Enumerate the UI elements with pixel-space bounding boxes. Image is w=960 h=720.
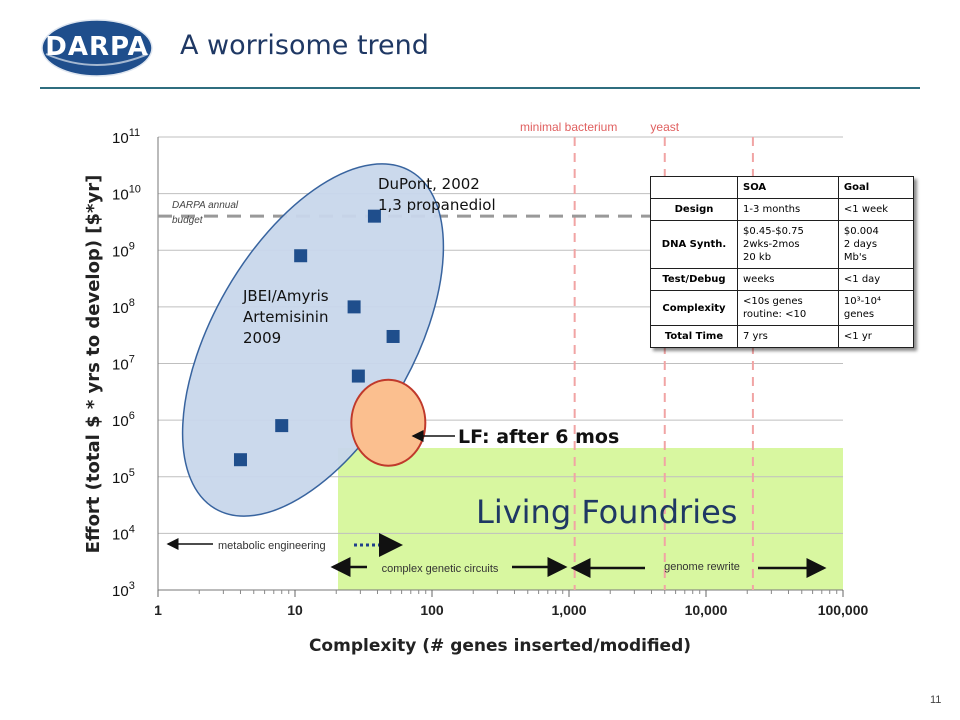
table-header-goal: Goal	[837, 176, 915, 199]
row-label: Test/Debug	[650, 268, 738, 291]
soa-value: weeks	[737, 268, 839, 291]
jbei-label: Artemisinin	[243, 308, 328, 326]
soa-value: 7 yrs	[737, 325, 839, 348]
y-tick-label: 105	[112, 467, 135, 487]
data-point	[275, 419, 289, 433]
goal-value: <1 week	[837, 198, 915, 221]
table-row: Complexity <10s genes routine: <10 10³-1…	[650, 290, 915, 326]
y-tick-base: 10	[112, 300, 129, 317]
metabolic-range-label: metabolic engineering	[218, 540, 326, 552]
soa-value: 1-3 months	[737, 198, 839, 221]
y-tick-label: 103	[112, 580, 135, 600]
x-tick-label: 1,000	[551, 602, 586, 618]
data-point	[294, 249, 308, 263]
dupont-label: DuPont, 2002	[378, 175, 480, 193]
table-row: Total Time 7 yrs <1 yr	[650, 325, 915, 348]
logo-text: DARPA	[45, 32, 149, 62]
table-header-soa: SOA	[737, 176, 839, 199]
jbei-label: JBEI/Amyris	[242, 287, 329, 305]
y-tick-label: 1011	[112, 127, 140, 147]
lf-highlight-label: LF: after 6 mos	[458, 426, 619, 448]
lf-highlight-point	[350, 378, 427, 467]
y-tick-base: 10	[112, 583, 129, 600]
x-tick-label: 10	[287, 602, 303, 618]
soa-value: $0.45-$0.75 2wks-2mos 20 kb	[737, 220, 839, 269]
y-tick-exponent: 11	[129, 127, 140, 139]
y-tick-label: 106	[112, 410, 135, 430]
living-foundries-zone	[338, 448, 843, 590]
darpa-logo	[41, 19, 153, 77]
circuits-range-label: complex genetic circuits	[382, 563, 499, 575]
table-header-blank	[650, 176, 738, 199]
goal-value: 10³-10⁴ genes	[837, 290, 915, 326]
x-tick-label: 10,000	[685, 602, 728, 618]
data-point	[347, 300, 361, 314]
budget-label: budget	[172, 215, 204, 226]
soa-goal-table: SOA Goal Design 1-3 months <1 week DNA S…	[650, 176, 915, 348]
dupont-label: 1,3 propanediol	[378, 196, 496, 214]
data-point	[233, 453, 247, 467]
page-number: 11	[930, 694, 942, 706]
x-tick-label: 1	[154, 602, 162, 618]
row-label: DNA Synth.	[650, 220, 738, 269]
y-tick-exponent: 3	[129, 580, 135, 592]
title-divider	[40, 87, 920, 89]
row-label: Total Time	[650, 325, 738, 348]
y-tick-label: 109	[112, 240, 135, 260]
y-tick-base: 10	[112, 243, 129, 260]
jbei-label: 2009	[243, 329, 281, 347]
y-tick-label: 1010	[112, 184, 141, 204]
goal-value: <1 yr	[837, 325, 915, 348]
reference-line-label: minimal bacterium	[520, 120, 617, 134]
row-label: Design	[650, 198, 738, 221]
table-row: Design 1-3 months <1 week	[650, 198, 915, 221]
goal-value: <1 day	[837, 268, 915, 291]
y-tick-exponent: 10	[129, 184, 141, 196]
y-tick-exponent: 7	[129, 354, 135, 366]
data-point	[351, 369, 365, 383]
living-foundries-label: Living Foundries	[476, 493, 738, 531]
data-point	[386, 329, 400, 343]
x-tick-label: 100	[420, 602, 444, 618]
data-point	[367, 209, 381, 223]
x-axis-label: Complexity (# genes inserted/modified)	[309, 636, 691, 656]
y-tick-label: 107	[112, 354, 135, 374]
table-row: Test/Debug weeks <1 day	[650, 268, 915, 291]
y-tick-exponent: 4	[129, 523, 135, 535]
y-tick-base: 10	[112, 413, 129, 430]
budget-label: DARPA annual	[172, 200, 239, 211]
y-tick-base: 10	[112, 357, 129, 374]
y-tick-base: 10	[112, 526, 129, 543]
y-tick-label: 108	[112, 297, 135, 317]
y-tick-base: 10	[112, 130, 129, 147]
y-tick-exponent: 8	[129, 297, 135, 309]
y-tick-base: 10	[112, 470, 129, 487]
y-tick-exponent: 9	[129, 240, 135, 252]
soa-value: <10s genes routine: <10	[737, 290, 839, 326]
goal-value: $0.004 2 days Mb's	[837, 220, 915, 269]
genome-range-label: genome rewrite	[664, 561, 740, 573]
y-tick-label: 104	[112, 523, 135, 543]
slide-title: A worrisome trend	[180, 30, 429, 61]
x-tick-label: 100,000	[818, 602, 869, 618]
y-tick-exponent: 6	[129, 410, 135, 422]
row-label: Complexity	[650, 290, 738, 326]
y-tick-base: 10	[112, 187, 129, 204]
table-header-row: SOA Goal	[650, 176, 915, 199]
table-row: DNA Synth. $0.45-$0.75 2wks-2mos 20 kb $…	[650, 220, 915, 269]
reference-line-label: yeast	[650, 120, 679, 134]
y-axis-label: Effort (total $ * yrs to develop) [$*yr]	[83, 175, 104, 554]
y-tick-exponent: 5	[129, 467, 135, 479]
